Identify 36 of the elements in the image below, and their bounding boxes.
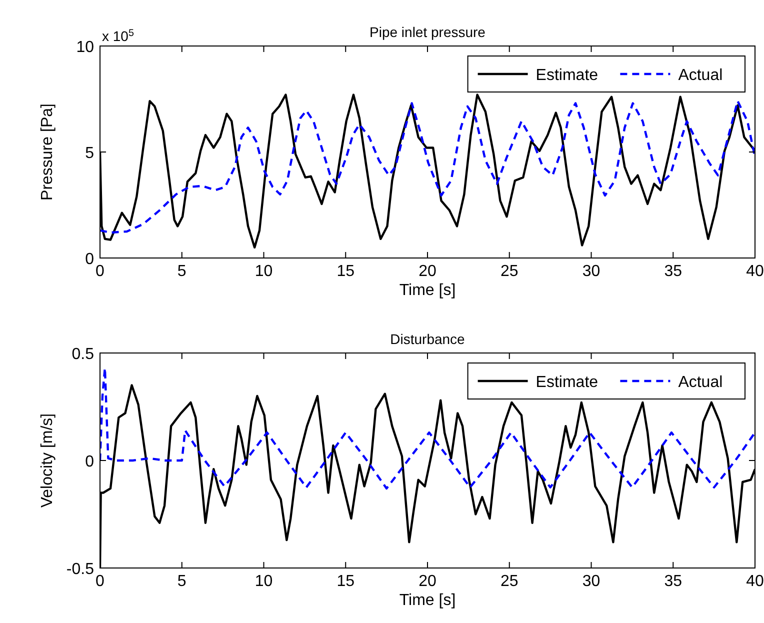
- legend-label: Actual: [678, 374, 723, 391]
- x-tick-label: 15: [336, 263, 355, 280]
- y-tick-label: 0: [85, 454, 94, 470]
- x-tick-label: 25: [500, 263, 518, 280]
- y-tick-label: 10: [76, 39, 94, 56]
- text: x 10$^{5}$: [102, 28, 134, 44]
- x-tick-label: 15: [336, 573, 355, 590]
- x-tick-label: 10: [254, 263, 273, 280]
- x-axis-title: Time [s]: [399, 592, 456, 609]
- x-tick-label: 5: [177, 263, 186, 280]
- x-tick-label: 40: [746, 573, 764, 590]
- y-tick-label: 5: [85, 145, 94, 162]
- x-tick-label: 40: [746, 263, 764, 280]
- x-tick-label: 30: [582, 573, 600, 590]
- x-tick-label: 20: [418, 263, 436, 280]
- y-tick-label: -0.5: [66, 561, 94, 578]
- y-axis-title: Pressure [Pa]: [39, 104, 56, 200]
- x-tick-label: 25: [500, 573, 518, 590]
- x-axis-title: Time [s]: [399, 282, 456, 299]
- x-tick-label: 10: [254, 573, 273, 590]
- x-tick-label: 35: [664, 263, 682, 280]
- x-tick-label: 0: [96, 263, 105, 280]
- x-tick-label: 35: [664, 573, 682, 590]
- chart-title: Pipe inlet pressure: [370, 24, 486, 40]
- y-axis-title: Velocity [m/s]: [39, 413, 56, 508]
- legend-label: Estimate: [536, 67, 598, 84]
- x-tick-label: 30: [582, 263, 600, 280]
- legend-label: Actual: [678, 67, 723, 84]
- line-series: [100, 366, 755, 490]
- chart-title: Disturbance: [390, 331, 466, 347]
- legend-label: Estimate: [536, 374, 598, 391]
- y-tick-label: 0.5: [72, 346, 94, 363]
- x-tick-label: 5: [177, 573, 186, 590]
- x-tick-label: 20: [418, 573, 436, 590]
- y-tick-label: 0: [85, 251, 94, 268]
- x-tick-label: 0: [96, 573, 105, 590]
